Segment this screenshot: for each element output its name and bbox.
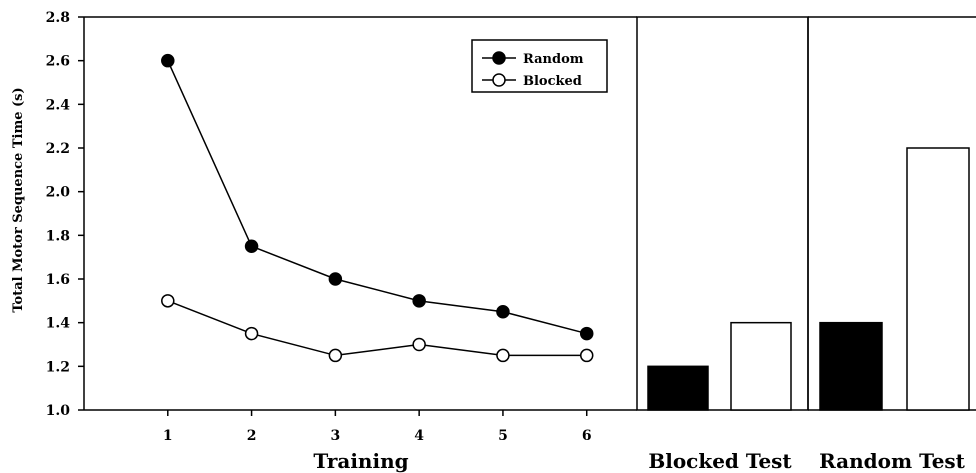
point-blocked [412, 337, 426, 352]
y-tick-label: 2.8 [46, 10, 70, 26]
training-x-axis-title: Training [313, 449, 408, 473]
legend: Random Blocked [471, 39, 608, 93]
y-tick-label: 2.0 [46, 185, 71, 201]
bar-blocked [906, 147, 970, 411]
y-tick-label: 1.4 [46, 316, 71, 332]
y-tick-label: 1.8 [46, 228, 70, 244]
series-line-blocked [167, 300, 587, 357]
point-blocked [496, 348, 510, 363]
random-test-bars [819, 147, 970, 411]
y-axis-title: Total Motor Sequence Time (s) [11, 87, 26, 312]
legend-random-marker [492, 51, 506, 65]
blocked-test-title: Blocked Test [648, 449, 792, 473]
point-random [412, 294, 426, 308]
point-random [161, 53, 175, 68]
point-random [579, 326, 594, 341]
training-series [161, 53, 594, 363]
point-blocked [579, 348, 594, 363]
blocked-test-panel: Blocked Test [636, 16, 809, 473]
point-blocked [161, 294, 175, 308]
training-panel: 1 2 3 4 5 6 Training Random Blocked [84, 16, 637, 473]
point-random [244, 239, 259, 253]
point-blocked [328, 348, 343, 363]
series-line-random [167, 60, 587, 335]
bar-random [647, 365, 709, 411]
y-tick-label: 1.6 [46, 272, 70, 288]
x-tick-label: 2 [247, 428, 257, 444]
random-test-panel: Random Test [807, 16, 976, 473]
legend-blocked-label: Blocked [523, 74, 582, 89]
legend-blocked-marker [492, 73, 506, 87]
y-axis: 1.0 1.2 1.4 1.6 1.8 2.0 2.2 2.4 2.6 2.8 [46, 10, 85, 419]
point-blocked [244, 326, 259, 341]
x-tick-label: 3 [330, 428, 340, 444]
y-tick-label: 1.2 [46, 359, 70, 375]
y-tick-label: 1.0 [46, 403, 71, 419]
y-tick-label: 2.4 [46, 97, 71, 113]
point-random [328, 272, 343, 286]
x-tick-label: 1 [163, 428, 173, 444]
x-tick-label: 6 [582, 428, 592, 444]
bar-random [819, 321, 883, 411]
random-test-title: Random Test [819, 449, 966, 473]
y-tick-label: 2.6 [46, 54, 70, 70]
x-tick-label: 5 [498, 428, 508, 444]
training-x-ticks: 1 2 3 4 5 6 [163, 410, 592, 444]
point-random [496, 305, 510, 319]
legend-random-label: Random [523, 52, 584, 67]
y-tick-label: 2.2 [46, 141, 70, 157]
x-tick-label: 4 [414, 428, 424, 444]
bar-blocked [730, 321, 792, 411]
blocked-test-bars [647, 321, 792, 411]
